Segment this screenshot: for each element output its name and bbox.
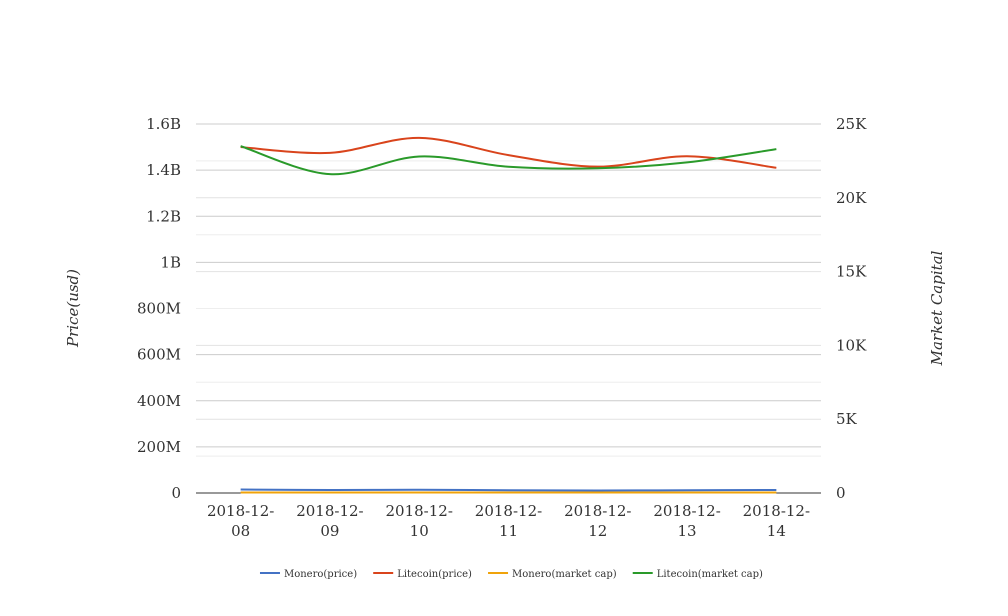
legend-item: Monero(price) [259,569,357,580]
x-tick-label: 2018-12-09 [296,502,363,540]
left-tick-label: 0 [171,484,181,502]
x-tick-label: 2018-12-10 [386,502,453,540]
left-tick-label: 600M [137,346,181,364]
series-line-litecoin-market-cap [240,145,777,176]
x-tick-label: 2018-12-14 [743,502,810,540]
series-lines [240,136,777,494]
left-tick-label: 1.6B [146,115,181,133]
legend-label: Monero(price) [284,569,357,580]
left-tick-label: 800M [137,300,181,318]
series-line-monero-price [240,488,777,492]
legend-label: Litecoin(price) [397,569,472,580]
right-axis-ticks: 0 5K 10K 15K 20K 25K [836,115,867,502]
left-tick-label: 1B [160,253,181,271]
legend-label: Monero(market cap) [512,569,617,580]
left-tick-label: 1.4B [146,161,181,179]
series-line-litecoin-price [240,136,777,169]
left-axis-ticks: 0 200M 400M 600M 800M 1B 1.2B 1.4B 1.6B [137,115,181,502]
left-gridlines [196,123,821,448]
right-tick-label: 10K [836,336,867,354]
right-tick-label: 25K [836,115,867,133]
legend-label: Litecoin(market cap) [657,569,763,580]
x-axis-ticks: 2018-12-08 2018-12-09 2018-12-10 2018-12-11… [207,502,810,540]
right-tick-label: 20K [836,189,867,207]
right-tick-label: 5K [836,410,858,428]
legend: Monero(price) Litecoin(price) Monero(marke… [259,569,763,580]
x-tick-label: 2018-12-13 [653,502,720,540]
left-tick-label: 200M [137,438,181,456]
right-gridlines [196,160,821,457]
legend-item: Monero(market cap) [488,569,617,580]
x-tick-label: 2018-12-08 [207,502,274,540]
x-tick-label: 2018-12-12 [564,502,631,540]
legend-item: Litecoin(market cap) [632,569,763,580]
left-tick-label: 400M [137,392,181,410]
x-tick-label: 2018-12-11 [475,502,542,540]
right-tick-label: 15K [836,263,867,281]
right-tick-label: 0 [836,484,846,502]
right-axis-title: Market Capital [928,250,946,366]
legend-item: Litecoin(price) [373,569,472,580]
left-tick-label: 1.2B [146,207,181,225]
left-axis-title: Price(usd) [64,269,82,348]
